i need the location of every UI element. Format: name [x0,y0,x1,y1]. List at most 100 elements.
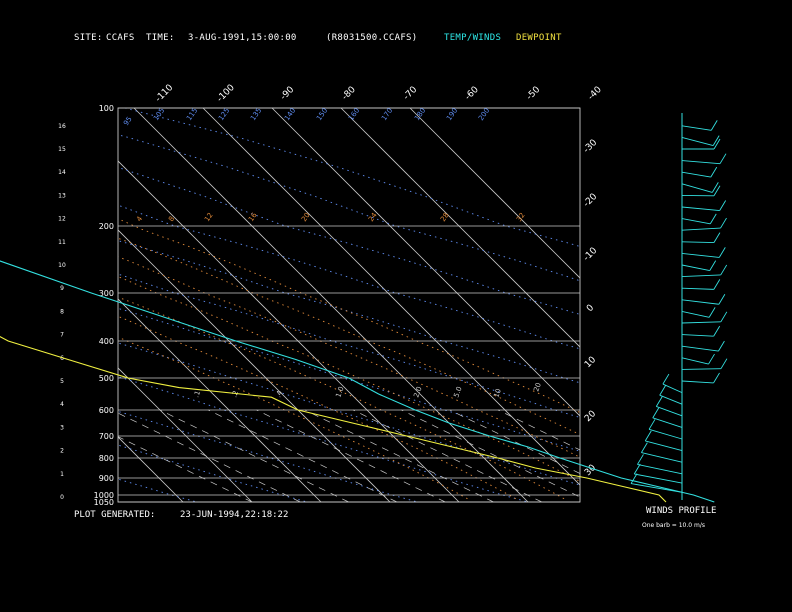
theta-e-label: 24 [367,211,379,223]
pressure-tick-label: 400 [99,337,114,346]
theta-e-label: 32 [515,211,527,223]
height-km-tick-label: 1 [60,471,64,478]
wind-barb [634,473,683,484]
isotherm-label: 20 [583,409,598,424]
dry-adiabat [118,166,580,315]
isotherm [271,108,580,417]
dry-adiabat-label: 180 [413,107,427,123]
dry-adiabat [118,134,580,282]
isotherm [0,108,45,502]
dry-adiabat-label: 95 [122,115,134,127]
isotherm-label: -70 [402,85,420,103]
isotherm-label: 30 [583,463,598,478]
theta-e-label: 8 [167,215,176,223]
wind-barb-flag [710,120,718,131]
mixing-ratio-line [159,409,349,502]
wind-barb-flag [713,185,721,197]
dry-adiabat-label: 105 [152,107,166,123]
mixing-ratio-label: 20 [532,382,543,393]
wind-barb-flag [718,247,726,258]
dry-adiabat [118,204,580,350]
wind-barb-flag [709,213,717,225]
wind-barb-flag [710,166,718,178]
pressure-tick-label: 100 [99,104,114,113]
wind-barb-flag [652,407,660,419]
isotherm-label: -20 [582,192,600,210]
dry-adiabat-label: 160 [347,107,361,123]
mixing-ratio-label: 2.0 [412,385,423,398]
height-km-tick-label: 8 [60,308,64,315]
wind-barb [681,125,712,131]
isotherm [118,298,322,502]
wind-barb [681,368,721,370]
wind-barb [681,274,721,278]
height-km-tick-label: 2 [60,448,64,455]
wind-barb-flag [718,340,725,352]
wind-barb [681,183,713,193]
dry-adiabat-label: 170 [380,107,394,123]
mixing-ratio-line [497,409,580,451]
dry-adiabat [118,240,580,384]
time-value: 3-AUG-1991,15:00:00 [188,33,297,43]
pressure-tick-label: 1000 [94,491,114,500]
wind-barb [681,357,709,365]
dry-adiabat-label: 150 [315,107,329,123]
dry-adiabat [118,410,418,502]
height-km-tick-label: 11 [58,239,66,246]
wind-barb [681,345,719,352]
wind-barb-flag [713,279,721,290]
isotherm-label: -90 [279,85,297,103]
theta-e-label: 16 [247,211,259,223]
wind-barb-flag [720,358,728,369]
dry-adiabat-label: 135 [249,107,263,123]
isotherm [340,108,580,348]
isotherm [118,436,184,502]
height-km-tick-label: 10 [58,262,66,269]
mixing-ratio-line [353,409,542,502]
theta-e-label: 20 [300,211,312,223]
wind-barb-flag [640,442,648,453]
wind-barb-flag [718,294,726,305]
wind-barb-flag [659,384,667,396]
isotherm-label: -40 [586,85,604,103]
wind-barb [681,334,714,337]
wind-barb [641,452,683,463]
theta-e-label: 28 [439,211,451,223]
height-km-tick-label: 13 [58,192,66,199]
isotherm-label: -10 [582,246,600,264]
isotherm-label: -110 [154,83,176,105]
moist-adiabat [118,276,580,482]
wind-barb [681,227,721,231]
pressure-tick-label: 900 [99,474,114,483]
mixing-ratio-label: .1 [192,390,202,399]
wind-barb [681,321,721,324]
dry-adiabat [118,478,197,502]
wind-barb [681,252,720,258]
dewpoint-legend: DEWPOINT [516,33,562,43]
mixing-ratio-line [118,412,301,502]
dry-adiabat [118,273,580,418]
wind-barb-flag [712,135,720,146]
dry-adiabat [0,108,86,502]
wind-barb-flag [719,153,727,164]
dry-adiabat-label: 140 [283,107,297,123]
mixing-ratio-line [256,409,446,502]
wind-barb-flag [713,232,721,243]
wind-barb-flag [630,473,638,484]
moist-adiabat [118,218,580,413]
dewpoint-profile-line [0,335,667,503]
winds-profile-note: One barb = 10.0 m/s [642,522,705,529]
theta-e-label: 4 [135,214,144,223]
isotherm-label: -100 [215,83,237,105]
site-value: CCAFS [106,33,135,43]
site-label: SITE: [74,33,103,43]
pressure-tick-label: 200 [99,222,114,231]
height-km-tick-label: 15 [58,146,66,153]
wind-barb-flag [708,307,716,318]
isotherm [409,108,580,279]
plot-area [0,108,580,502]
wind-barb-flag [713,325,721,337]
wind-barb [645,440,683,452]
mixing-ratio-label: 1.0 [334,385,345,398]
